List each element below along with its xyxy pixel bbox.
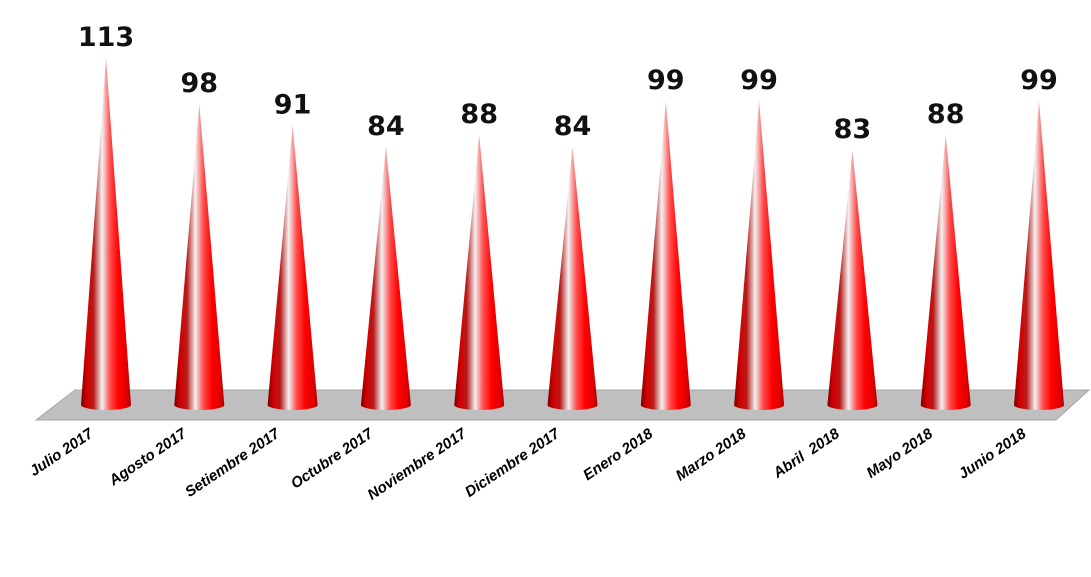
category-label: Diciembre 2017 [462, 425, 563, 501]
cone-body [267, 125, 318, 410]
value-label: 113 [78, 22, 134, 53]
cone-body [360, 147, 411, 410]
cone-body [547, 147, 598, 410]
cone-bar [827, 150, 878, 410]
cone-bar [360, 147, 411, 410]
category-label: Julio 2017 [27, 425, 97, 480]
value-labels-group: 113 98 91 84 88 84 99 99 83 88 99 [78, 22, 1058, 145]
cone-bar [267, 125, 318, 410]
cone-body [920, 134, 971, 410]
cone-body [827, 150, 878, 410]
category-label: Agosto 2017 [105, 425, 190, 490]
cone-bar [81, 58, 131, 410]
category-label: Abril 2018 [769, 425, 843, 482]
cone-bar [920, 134, 971, 410]
cone-bar [547, 147, 598, 410]
cone-body [174, 104, 225, 410]
value-label: 83 [834, 114, 872, 145]
cone-bar [174, 104, 225, 410]
category-label: Marzo 2018 [673, 425, 750, 485]
cone-bar [640, 101, 691, 410]
value-label: 88 [460, 99, 498, 130]
value-label: 99 [647, 65, 685, 96]
cone-body [734, 101, 785, 410]
cone-bar [1014, 101, 1064, 410]
cone-body [454, 134, 505, 410]
value-label: 99 [740, 65, 778, 96]
value-label: 84 [554, 111, 592, 142]
category-label: Mayo 2018 [864, 425, 937, 482]
category-label: Octubre 2017 [288, 425, 377, 493]
cone-body [640, 101, 691, 410]
cone-body [81, 58, 131, 410]
category-label: Enero 2018 [580, 425, 656, 484]
cone-bar [454, 134, 505, 410]
category-label: Noviembre 2017 [365, 425, 470, 504]
value-label: 99 [1020, 65, 1058, 96]
value-label: 98 [181, 68, 219, 99]
category-label: Setiembre 2017 [182, 425, 283, 501]
category-label: Junio 2018 [955, 425, 1029, 483]
value-label: 88 [927, 99, 965, 130]
value-label: 91 [274, 90, 312, 121]
cones-group [81, 58, 1064, 410]
cone-bar [734, 101, 785, 410]
value-label: 84 [367, 111, 405, 142]
cone-body [1014, 101, 1064, 410]
